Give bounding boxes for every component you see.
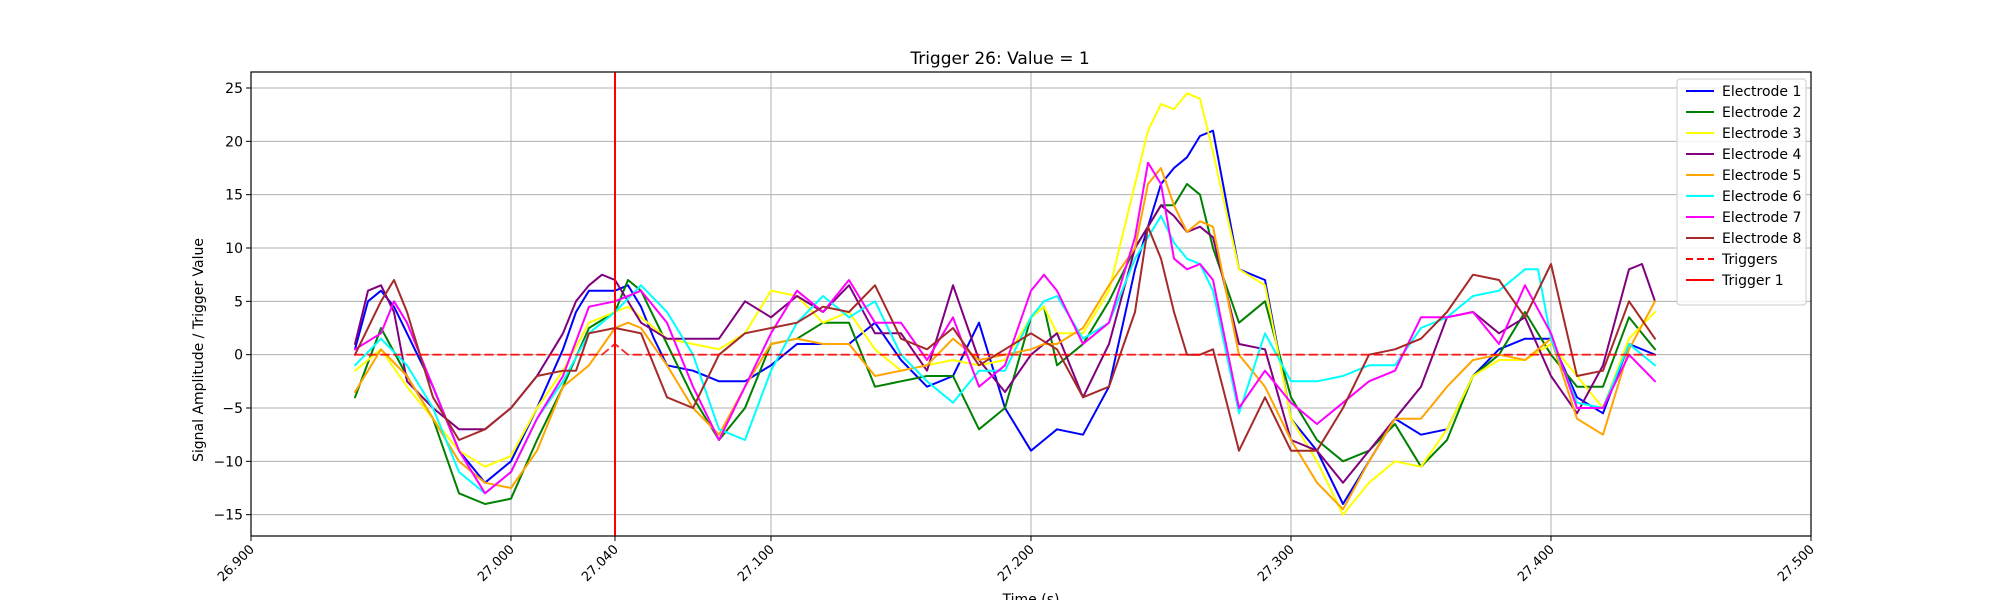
series-line-electrode-1 xyxy=(354,129,1656,505)
y-tick-label: 15 xyxy=(225,188,243,204)
legend-box xyxy=(1676,78,1807,306)
series-line-electrode-8 xyxy=(354,225,1656,452)
x-axis-label: Time (s) xyxy=(1002,592,1060,600)
series-line-electrode-4 xyxy=(354,204,1656,484)
y-tick-label: −5 xyxy=(222,401,243,417)
series-line-electrode-3 xyxy=(354,92,1656,516)
y-axis-ticks: −15 −10 −5 0 5 10 15 20 25 xyxy=(213,81,251,524)
y-tick-label: −10 xyxy=(213,454,243,470)
legend-label: Trigger 1 xyxy=(1721,273,1784,289)
legend-label: Electrode 3 xyxy=(1722,126,1801,142)
y-tick-label: 5 xyxy=(234,294,243,310)
legend-label: Electrode 4 xyxy=(1722,147,1801,163)
series-line-electrode-7 xyxy=(354,161,1656,495)
legend-label: Electrode 2 xyxy=(1722,105,1801,121)
series-line-electrode-5 xyxy=(354,167,1656,511)
y-tick-label: 10 xyxy=(225,241,243,257)
y-tick-label: 25 xyxy=(225,81,243,97)
legend-label: Electrode 6 xyxy=(1722,189,1801,205)
legend-label: Electrode 5 xyxy=(1722,168,1801,184)
series-lines xyxy=(354,92,1656,516)
legend-label: Electrode 8 xyxy=(1722,231,1801,247)
legend: Electrode 1 Electrode 2 Electrode 3 Electro… xyxy=(1676,78,1807,306)
y-tick-label: 0 xyxy=(234,348,243,364)
legend-label: Electrode 7 xyxy=(1722,210,1801,226)
y-axis-label: Signal Amplitude / Trigger Value xyxy=(191,238,207,462)
y-tick-label: 20 xyxy=(225,134,243,150)
legend-label: Triggers xyxy=(1721,252,1778,268)
chart-title: Trigger 26: Value = 1 xyxy=(909,49,1089,69)
legend-label: Electrode 1 xyxy=(1722,84,1801,100)
y-tick-label: −15 xyxy=(213,508,243,524)
